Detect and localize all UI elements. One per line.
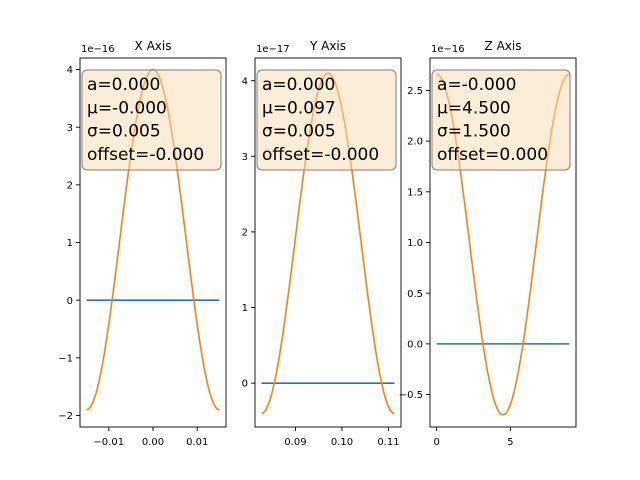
subplot-1: −0.01 0.00 0.01 −2 −1 0 1 2 3 4 1e−16 X Axis a=0.000…: [58, 39, 227, 448]
y-tick-label: 0.0: [407, 339, 423, 350]
x-tick-label: 0.09: [284, 437, 306, 448]
y-tick-label: 4: [242, 76, 248, 87]
y-tick-label: 1: [67, 238, 73, 249]
annotation-line: σ=1.500: [437, 122, 511, 142]
annotation-box: [256, 69, 397, 171]
annotation-line: μ=4.500: [437, 98, 511, 118]
annotation-line: offset=-0.000: [262, 145, 379, 165]
subplot-2: 0.09 0.10 0.11 0 1 2 3 4 1e−17 Y Axis a=0.000 μ=0.0…: [242, 39, 402, 448]
y-tick-label: 1: [242, 303, 248, 314]
x-tick-label: 0.01: [186, 437, 208, 448]
y-tick-label: −1: [58, 353, 73, 364]
subplot-title: Y Axis: [309, 39, 346, 53]
y-tick-label: −2: [58, 411, 73, 422]
annotation-line: σ=0.005: [87, 122, 161, 142]
y-tick-label: 4: [67, 65, 73, 76]
y-tick-label: 3: [67, 123, 73, 134]
y-tick-label: 0.5: [407, 289, 423, 300]
y-tick-label: 2: [242, 228, 248, 239]
annotation-box: [431, 69, 571, 171]
y-tick-label: 2: [67, 180, 73, 191]
y-tick-label: 0: [67, 296, 73, 307]
x-tick-label: 0: [433, 437, 439, 448]
annotation-line: σ=0.005: [262, 122, 336, 142]
y-offset-text: 1e−16: [81, 44, 115, 55]
y-tick-label: 1.0: [407, 238, 423, 249]
subplot-title: Z Axis: [485, 39, 522, 53]
x-tick-label: 0.10: [331, 437, 353, 448]
y-tick-label: 0: [242, 379, 248, 390]
annotation-line: offset=0.000: [437, 145, 548, 165]
y-offset-text: 1e−16: [431, 44, 465, 55]
y-tick-label: 3: [242, 152, 248, 163]
annotation-line: a=0.000: [87, 75, 160, 95]
axes-frame: [254, 57, 402, 428]
y-tick-label: −0.5: [399, 390, 423, 401]
y-tick-label: 2.5: [407, 86, 423, 97]
annotation-line: μ=-0.000: [87, 98, 167, 118]
x-tick-label: 0.00: [142, 437, 164, 448]
subplot-title: X Axis: [135, 39, 172, 53]
x-tick-label: 0.11: [377, 437, 399, 448]
y-tick-label: 1.5: [407, 187, 423, 198]
annotation-box: [81, 69, 222, 171]
annotation-line: a=-0.000: [437, 75, 516, 95]
y-tick-label: 2.0: [407, 137, 423, 148]
annotation-line: μ=0.097: [262, 98, 336, 118]
x-tick-label: −0.01: [93, 437, 124, 448]
subplot-3: 0 5 −0.5 0.0 0.5 1.0 1.5 2.0 2.5 1e−16 Z Axis a=-0.…: [399, 39, 577, 448]
y-offset-text: 1e−17: [256, 44, 290, 55]
annotation-line: offset=-0.000: [87, 145, 204, 165]
annotation-line: a=0.000: [262, 75, 335, 95]
x-tick-label: 5: [507, 437, 513, 448]
